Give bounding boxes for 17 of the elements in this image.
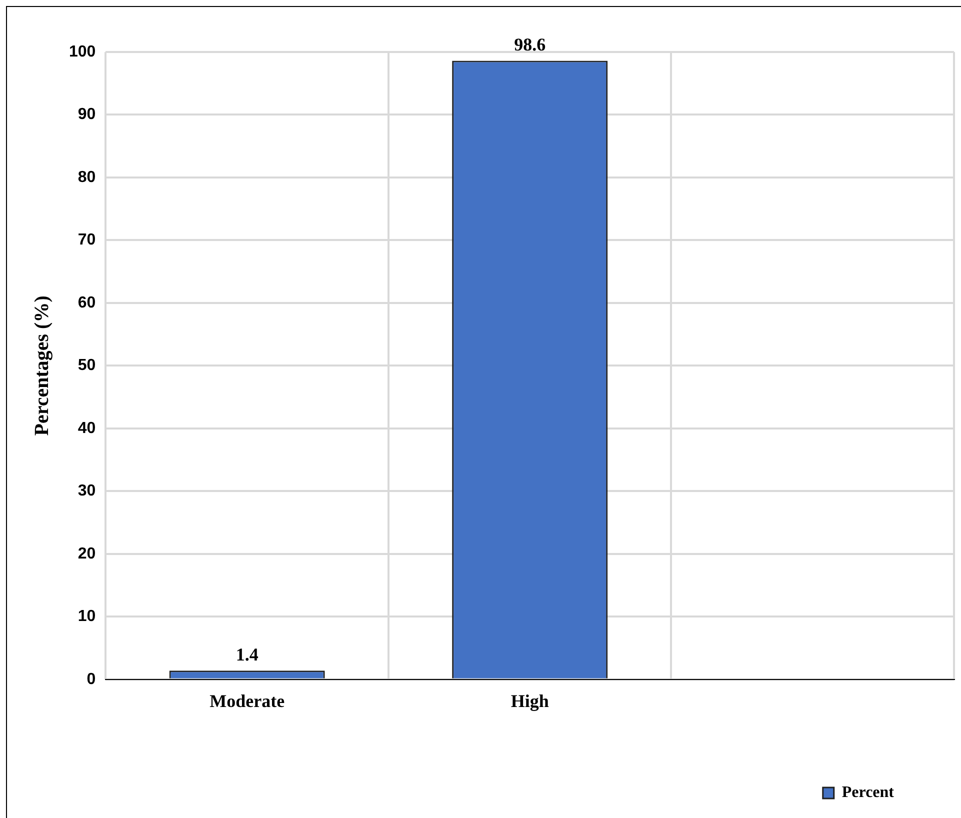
- y-tick-label: 70: [78, 232, 96, 249]
- legend-label: Percent: [842, 784, 895, 802]
- y-tick-label: 60: [78, 294, 96, 312]
- y-tick-label: 100: [68, 43, 96, 60]
- data-label: 98.6: [514, 34, 546, 54]
- y-tick-label: 10: [78, 608, 96, 626]
- y-tick-label: 80: [78, 168, 96, 186]
- x-tick-label: High: [510, 690, 549, 711]
- data-label: 1.4: [236, 644, 258, 664]
- y-tick-label: 40: [78, 420, 96, 437]
- y-tick-label: 50: [78, 357, 96, 374]
- y-tick-label: 20: [78, 545, 96, 562]
- y-tick-label: 90: [78, 106, 96, 124]
- y-tick-label: 30: [78, 482, 96, 500]
- y-tick-label: 0: [86, 670, 96, 688]
- y-axis-title: Percentages (%): [31, 296, 54, 436]
- x-tick-label: Moderate: [210, 690, 285, 711]
